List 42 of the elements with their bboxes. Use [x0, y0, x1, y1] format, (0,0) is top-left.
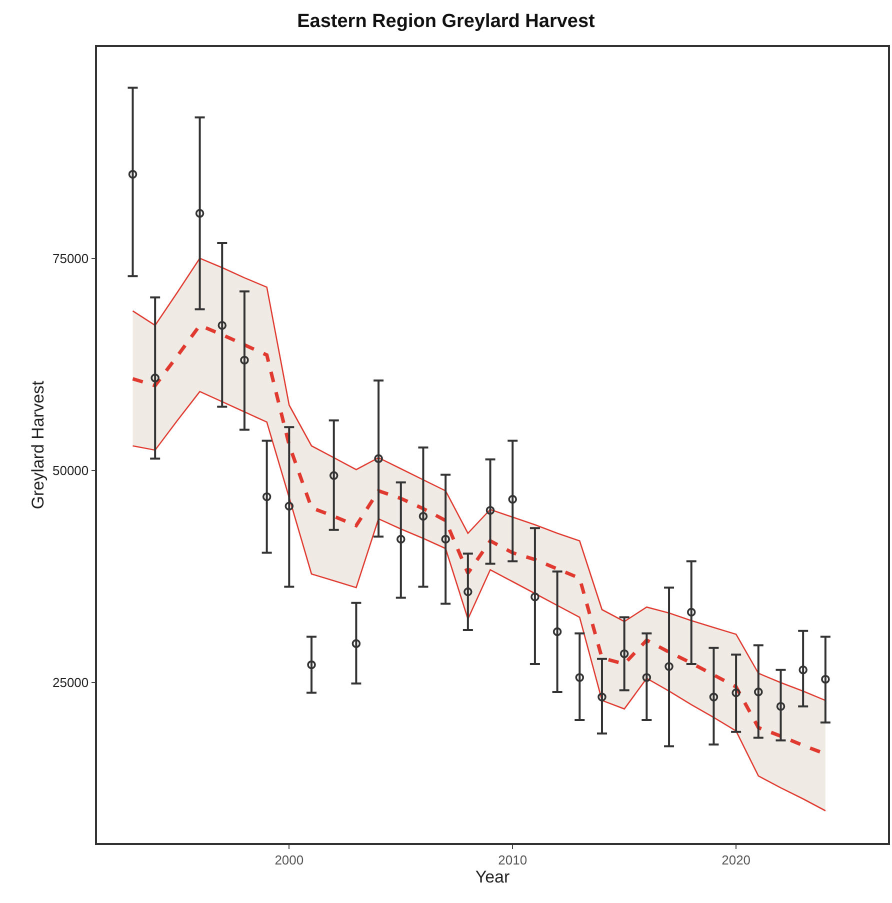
point [754, 688, 763, 696]
point [732, 688, 740, 698]
point [195, 208, 204, 218]
point [218, 320, 227, 330]
point [329, 471, 338, 480]
x-tick-label: 2010 [498, 852, 528, 868]
point [776, 702, 786, 711]
point [508, 494, 518, 504]
point [150, 374, 160, 382]
point [240, 356, 249, 365]
point [284, 502, 294, 510]
point [307, 660, 316, 670]
point [418, 512, 428, 521]
x-tick-label: 2000 [274, 852, 304, 868]
point [374, 454, 383, 463]
y-tick-label: 25000 [52, 675, 89, 690]
x-tick-label: 2020 [722, 852, 751, 868]
point [352, 639, 361, 648]
point [821, 674, 830, 684]
line-series [132, 390, 826, 812]
y-tick-label: 75000 [52, 250, 89, 266]
chart-title: Eastern Region Greylard Harvest [297, 10, 596, 32]
point [686, 608, 696, 617]
point [709, 692, 718, 702]
point [530, 592, 540, 602]
point [441, 534, 450, 544]
point [664, 662, 674, 671]
point [575, 673, 584, 682]
point [642, 673, 652, 682]
line-series [132, 258, 826, 702]
point [486, 506, 495, 515]
y-axis-title: Greylard Harvest [28, 380, 48, 510]
point [798, 665, 808, 674]
point [128, 170, 138, 179]
point [262, 492, 272, 502]
point [464, 587, 472, 596]
point [396, 534, 406, 544]
point [598, 692, 606, 702]
x-axis-title: Year [475, 867, 510, 886]
y-tick-label: 50000 [52, 463, 89, 478]
point [552, 627, 562, 636]
point [620, 649, 629, 658]
